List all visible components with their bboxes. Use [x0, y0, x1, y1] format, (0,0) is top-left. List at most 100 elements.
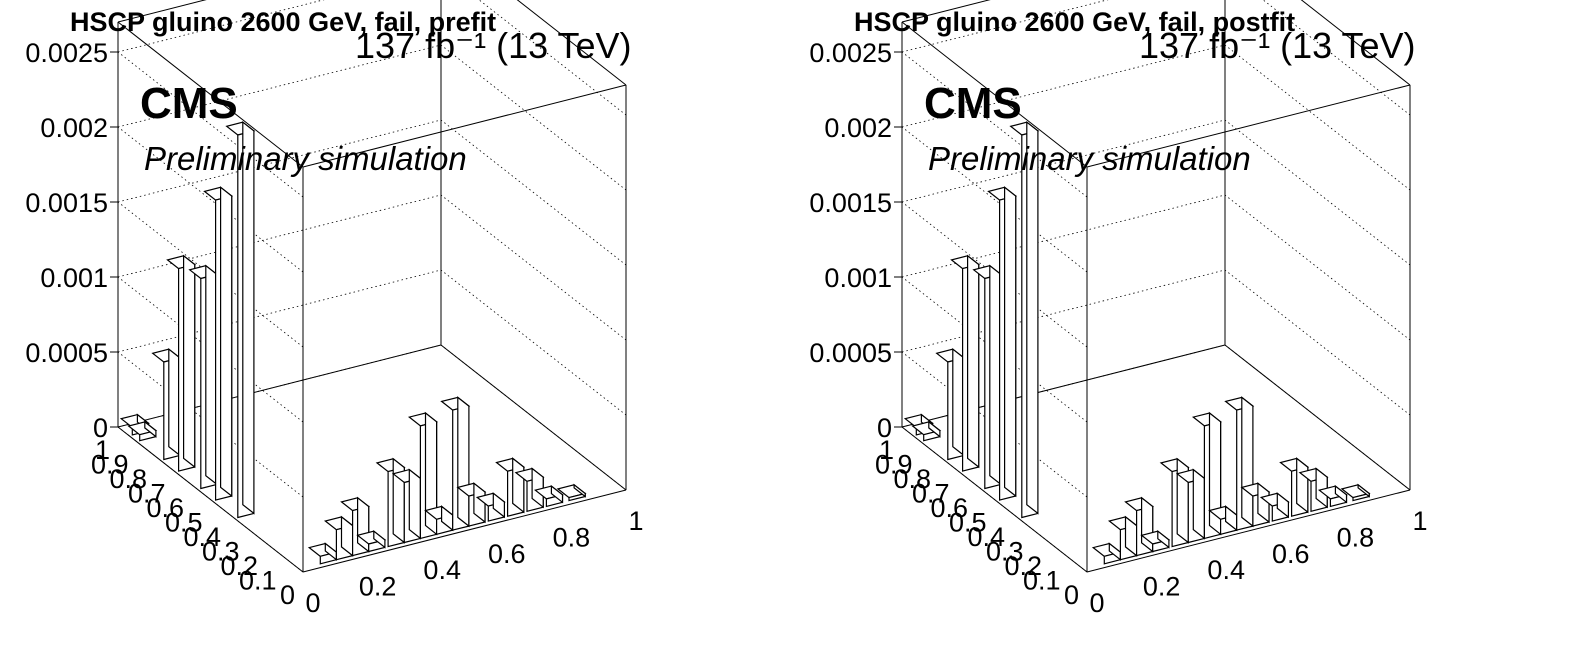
bar [1317, 484, 1348, 508]
bar [127, 420, 158, 442]
bar [225, 120, 256, 519]
grid-line [117, 426, 304, 573]
chart-ticks: 00.00050.0010.00150.0020.002500.20.40.60… [809, 38, 1427, 618]
bar-side [144, 420, 157, 438]
bar-side [1334, 484, 1348, 504]
bar-side [1296, 457, 1309, 514]
x-tick-label: 0.2 [1143, 572, 1181, 602]
bar-side [967, 254, 980, 469]
y-tick-label: 0.7 [912, 479, 950, 509]
z-tick-label: 0.001 [40, 263, 108, 293]
x-tick-label: 0.2 [359, 572, 397, 602]
bar-side [573, 483, 586, 498]
z-tick-label: 0.001 [824, 263, 892, 293]
grid-line [901, 269, 1411, 416]
grid-line [901, 126, 1088, 273]
bar [307, 542, 338, 565]
bar [972, 264, 1003, 490]
frame-edge [516, 0, 627, 86]
chart-title: HSCP gluino 2600 GeV, fail, postfit [854, 7, 1295, 37]
frame-edge [1086, 84, 1411, 168]
frame-edge [901, 21, 1088, 168]
bar [1091, 542, 1122, 565]
y-tick-label: 0.3 [986, 537, 1024, 567]
bar [203, 186, 234, 501]
bar-side [220, 186, 233, 498]
bar-side [1157, 529, 1170, 549]
bar-side [457, 396, 470, 528]
grid-line [901, 344, 1411, 491]
z-tick-label: 0 [93, 413, 108, 443]
bar-side [373, 529, 386, 549]
bar-side [1276, 492, 1289, 519]
z-tick-label: 0.0015 [809, 188, 892, 218]
grid-line [901, 44, 1411, 191]
bar-side [1357, 483, 1370, 498]
z-tick-label: 0.0015 [25, 188, 108, 218]
bar-side [242, 120, 255, 515]
y-tick-label: 0.4 [183, 522, 221, 552]
grid-line [117, 269, 627, 416]
status-label: Preliminary simulation [928, 140, 1251, 177]
z-tick-label: 0.0005 [809, 338, 892, 368]
frame-edge [117, 0, 207, 23]
y-tick-label: 0.8 [893, 464, 931, 494]
grid-line [901, 119, 1411, 266]
experiment-label: CMS [924, 79, 1022, 128]
grid-line [117, 194, 627, 341]
bar [1298, 467, 1329, 513]
y-tick-label: 1 [95, 435, 110, 465]
bar [188, 264, 219, 490]
grid-line [901, 426, 1088, 573]
bar [1107, 515, 1138, 561]
grid-line [901, 51, 1088, 198]
bar [987, 186, 1018, 501]
y-tick-label: 0.5 [949, 508, 987, 538]
y-tick-label: 0.6 [930, 493, 968, 523]
bar [475, 492, 506, 522]
bar [323, 515, 354, 561]
x-tick-label: 1 [628, 506, 643, 536]
bar-side [928, 420, 941, 438]
frame-edge [1086, 489, 1411, 573]
bar-side [1315, 467, 1328, 509]
bar [1208, 505, 1239, 536]
grid-line [117, 119, 627, 266]
y-tick-label: 0.2 [1004, 551, 1042, 581]
bar [1259, 492, 1290, 522]
bar-side [424, 411, 438, 536]
bar-side [1192, 468, 1205, 540]
chart-svg-prefit: 00.00050.0010.00150.0020.002500.20.40.60… [25, 0, 644, 618]
grid-line [117, 126, 304, 273]
y-tick-label: 0.4 [967, 522, 1005, 552]
experiment-label: CMS [140, 79, 238, 128]
x-tick-label: 0.8 [553, 522, 591, 552]
x-tick-label: 0 [1089, 588, 1104, 618]
bar-side [1026, 120, 1039, 515]
bar [556, 483, 587, 502]
bar-side [531, 467, 544, 509]
frame-edge [1300, 0, 1411, 86]
x-tick-label: 0.4 [423, 555, 461, 585]
bar [424, 505, 455, 536]
bar-side [408, 468, 421, 540]
frame-edge [117, 21, 304, 168]
z-tick-label: 0.002 [40, 113, 108, 143]
chart-panel-prefit: 0 0.0005 0.001 0.0015 0.002 0.0025 0 0.2 0.4 0.6 0… [0, 0, 784, 672]
x-tick-label: 0 [305, 588, 320, 618]
bar [514, 467, 545, 513]
y-tick-label: 0.9 [91, 450, 129, 480]
y-tick-label: 1 [879, 435, 894, 465]
x-tick-label: 0.4 [1207, 555, 1245, 585]
bar [456, 482, 487, 527]
bar-side [1241, 396, 1254, 528]
bar [1140, 529, 1171, 553]
frame-edge [302, 84, 627, 168]
z-tick-label: 0.0025 [809, 38, 892, 68]
chart-title: HSCP gluino 2600 GeV, fail, prefit [70, 7, 496, 37]
y-tick-label: 0.7 [128, 479, 166, 509]
bar-side [1208, 411, 1222, 536]
bar [911, 420, 942, 442]
y-tick-label: 0.6 [146, 493, 184, 523]
chart-frame [117, 0, 627, 573]
